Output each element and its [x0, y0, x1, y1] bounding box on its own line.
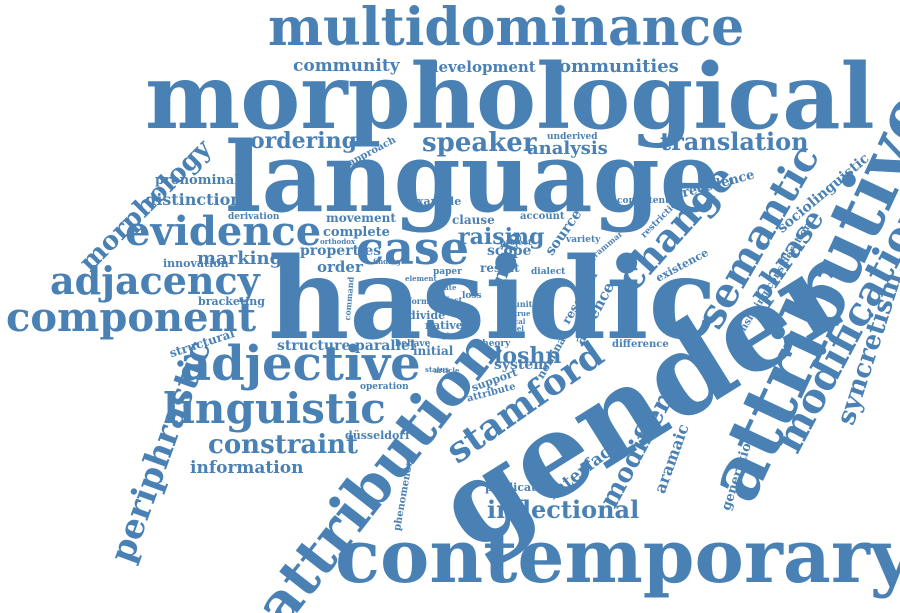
word-language: language [225, 121, 721, 234]
word-order: order [317, 258, 363, 276]
word-element: element [405, 274, 437, 283]
word-divide: divide [408, 309, 446, 322]
word-operation: operation [360, 382, 409, 392]
word-scope: scope [487, 243, 532, 259]
word-adjacency: adjacency [50, 258, 260, 303]
word-article: article [434, 366, 460, 375]
word-system: system [494, 357, 549, 373]
word-loss: loss [462, 291, 482, 301]
word-marking: marking [197, 248, 283, 269]
word-predicative: predicative [485, 481, 554, 494]
word-state: state [437, 283, 457, 292]
word-difference: difference [612, 339, 669, 350]
word-underived: underived [547, 132, 598, 142]
word-result: result [480, 261, 520, 275]
word-innovation: innovation [163, 257, 229, 270]
word-dialect: dialect [531, 267, 566, 277]
word-component: component [6, 294, 257, 341]
word-example: example [410, 195, 462, 208]
word-information: information [190, 458, 304, 478]
word-paper: paper [433, 267, 462, 277]
word-inflectional: inflectional [487, 495, 640, 524]
word-theory: theory [478, 339, 511, 349]
word-pronominal: pronominal [155, 173, 240, 188]
word-evidence: evidence [125, 208, 322, 255]
word-project: project [500, 237, 532, 247]
word-orthodox: orthodox [320, 237, 356, 246]
word-status: status [425, 365, 449, 374]
word-bracketing: bracketing [198, 295, 265, 308]
word-parallel: parallel [355, 338, 416, 354]
word-derivation: derivation [228, 212, 280, 222]
word-lexical: lexical [500, 317, 526, 326]
word-hasidic: hasidic [268, 234, 717, 365]
word-single: single [430, 331, 454, 340]
word-communities: communities [548, 56, 679, 77]
word-movement: movement [326, 211, 396, 225]
word-account: account [520, 211, 565, 222]
word-community: community [293, 56, 400, 76]
word-loshn: loshn [494, 343, 562, 369]
word-analysis: analysis [527, 138, 608, 159]
word-form: form [408, 296, 430, 306]
word-variety: variety [566, 235, 601, 245]
word-constraint: constraint [208, 430, 359, 460]
word-multidominance: multidominance [268, 0, 745, 58]
word-raising: raising [458, 224, 545, 250]
word-israel: israel [502, 324, 524, 333]
word-ordering: ordering [250, 128, 357, 154]
word-case: case [356, 221, 469, 275]
word-speaker: speaker [422, 128, 537, 158]
word-development: development [428, 58, 536, 76]
word-morphological: morphological [145, 44, 875, 150]
word-properties: properties [300, 243, 382, 259]
word-effect: effect [437, 295, 463, 305]
word-contemporary: contemporary [335, 514, 900, 600]
word-initial: initial [413, 344, 454, 358]
word-behave: behave [395, 339, 431, 349]
word-clause: clause [452, 213, 495, 227]
word-dusseldorf: düsseldorf [345, 429, 410, 442]
word-translation: translation [660, 127, 809, 156]
word-unite: unite [514, 299, 538, 309]
word-adjective: adjective [180, 336, 421, 392]
word-native: native [425, 319, 463, 332]
word-complete: complete [323, 225, 390, 240]
word-true: true [514, 309, 531, 318]
word-consistent: consistent [617, 196, 670, 206]
word-structure: structure [277, 338, 351, 354]
word-linguistic: linguistic [163, 384, 386, 433]
word-place: place [450, 303, 471, 312]
word-finding: finding [373, 257, 401, 266]
word-distinction: distinction [145, 190, 242, 209]
